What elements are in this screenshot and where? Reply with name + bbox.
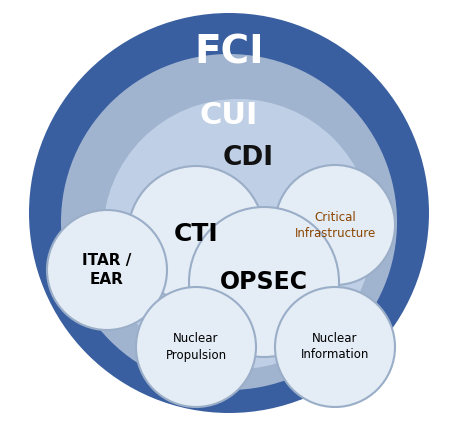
Text: ITAR /
EAR: ITAR / EAR: [82, 253, 132, 287]
Circle shape: [128, 166, 264, 302]
Circle shape: [136, 287, 256, 407]
Text: OPSEC: OPSEC: [220, 270, 308, 294]
Circle shape: [61, 54, 397, 390]
Text: Nuclear
Propulsion: Nuclear Propulsion: [165, 332, 227, 362]
Circle shape: [47, 210, 167, 330]
Text: CUI: CUI: [200, 100, 258, 130]
Text: Critical
Infrastructure: Critical Infrastructure: [294, 210, 375, 240]
Text: FCI: FCI: [194, 33, 264, 71]
Text: CDI: CDI: [223, 145, 274, 171]
Text: CTI: CTI: [174, 222, 218, 246]
Circle shape: [275, 287, 395, 407]
Text: Nuclear
Information: Nuclear Information: [301, 332, 369, 362]
Circle shape: [103, 99, 373, 369]
Circle shape: [189, 207, 339, 357]
Circle shape: [275, 165, 395, 285]
Circle shape: [29, 13, 429, 413]
